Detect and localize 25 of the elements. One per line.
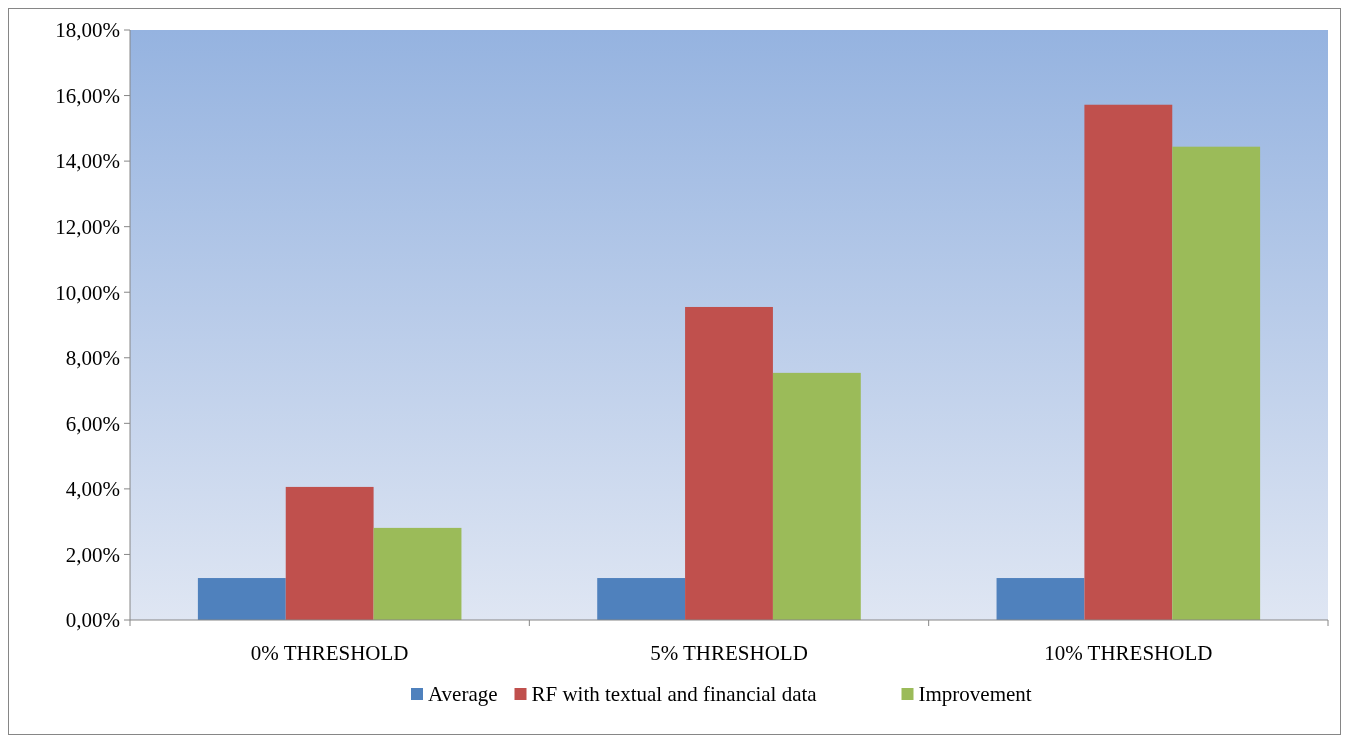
- legend-label: Improvement: [918, 682, 1032, 707]
- bar: [1172, 146, 1261, 620]
- x-tick-label: 10% THRESHOLD: [1044, 641, 1213, 665]
- bar: [996, 578, 1085, 620]
- bar: [197, 578, 286, 620]
- y-tick-label: 6,00%: [65, 411, 120, 436]
- y-tick-label: 16,00%: [55, 83, 120, 108]
- y-tick-label: 4,00%: [65, 477, 120, 502]
- y-tick-label: 18,00%: [55, 18, 120, 43]
- x-tick-label: 0% THRESHOLD: [250, 641, 409, 665]
- bar: [597, 578, 686, 620]
- bar: [685, 306, 773, 620]
- bar: [285, 486, 374, 620]
- y-tick-label: 10,00%: [55, 280, 120, 305]
- y-tick-label: 0,00%: [65, 608, 120, 633]
- bar: [373, 527, 462, 620]
- bar: [1084, 104, 1173, 620]
- y-tick-label: 8,00%: [65, 346, 120, 371]
- legend-label: Average: [428, 682, 498, 707]
- y-tick-label: 14,00%: [55, 149, 120, 174]
- y-tick-label: 12,00%: [55, 215, 120, 240]
- y-tick-label: 2,00%: [65, 542, 120, 567]
- legend-label: RF with textual and financial data: [531, 682, 818, 707]
- x-tick-label: 5% THRESHOLD: [650, 641, 808, 665]
- bar: [772, 372, 861, 620]
